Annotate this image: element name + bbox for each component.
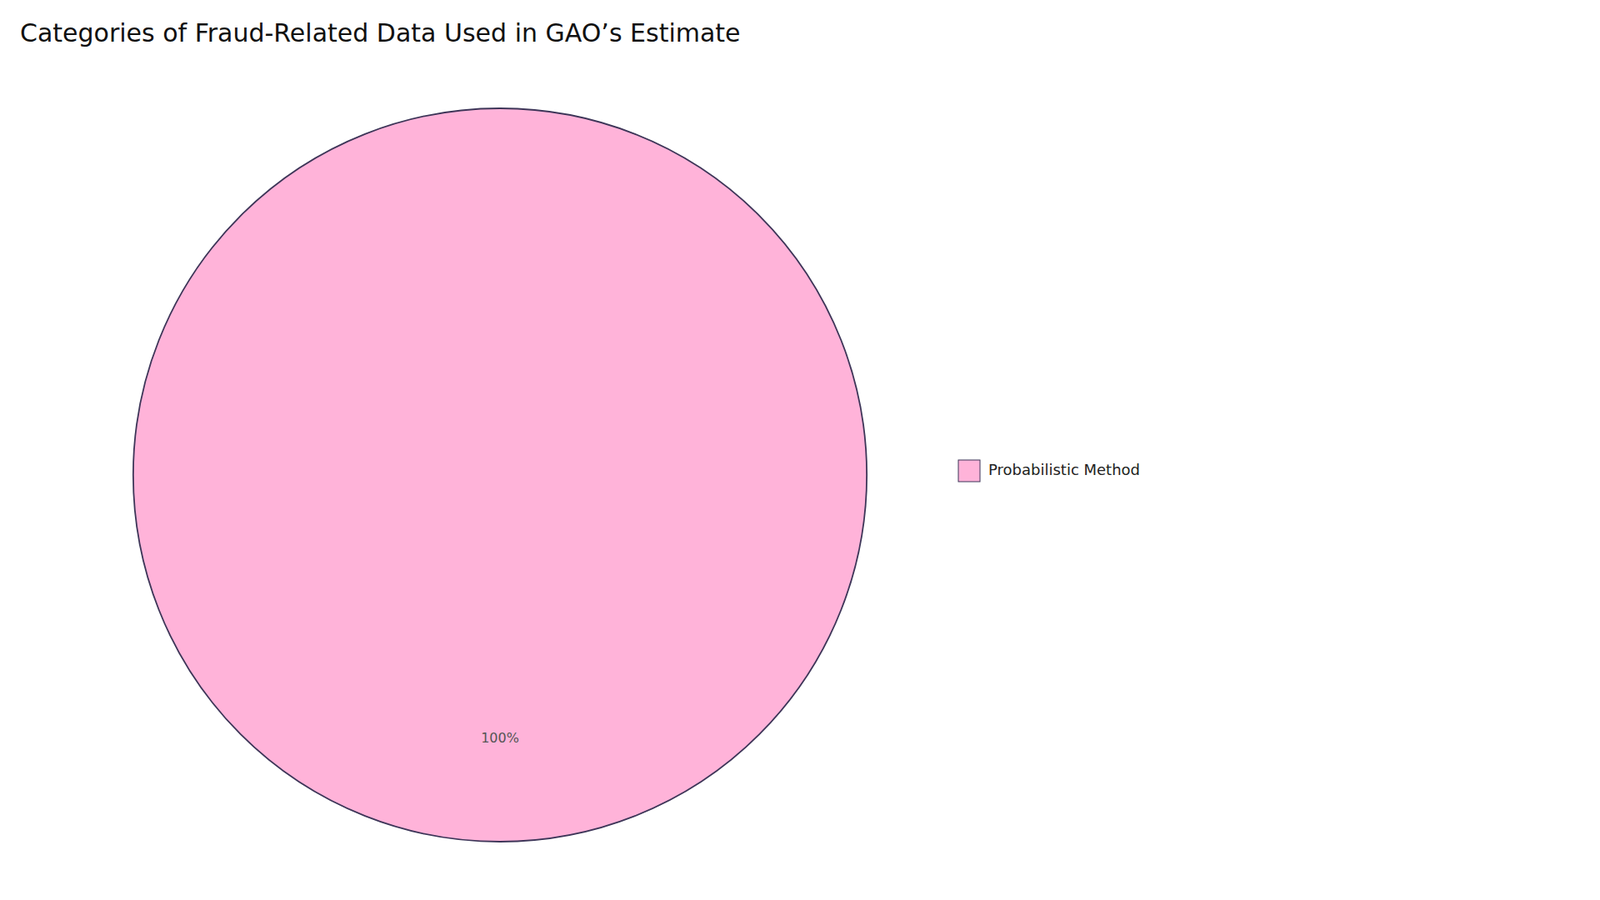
legend: Probabilistic Method [958,460,1140,482]
data-label: 100% [480,730,520,746]
legend-item: Probabilistic Method [958,460,1140,482]
pie: 100% [133,108,867,842]
slice [133,108,867,842]
legend-label: Probabilistic Method [988,460,1140,479]
legend-swatch [958,460,980,482]
chart: Categories of Fraud-Related Data Used in… [0,0,1600,900]
data-labels: 100% [480,730,520,746]
title: Categories of Fraud-Related Data Used in… [20,18,741,48]
